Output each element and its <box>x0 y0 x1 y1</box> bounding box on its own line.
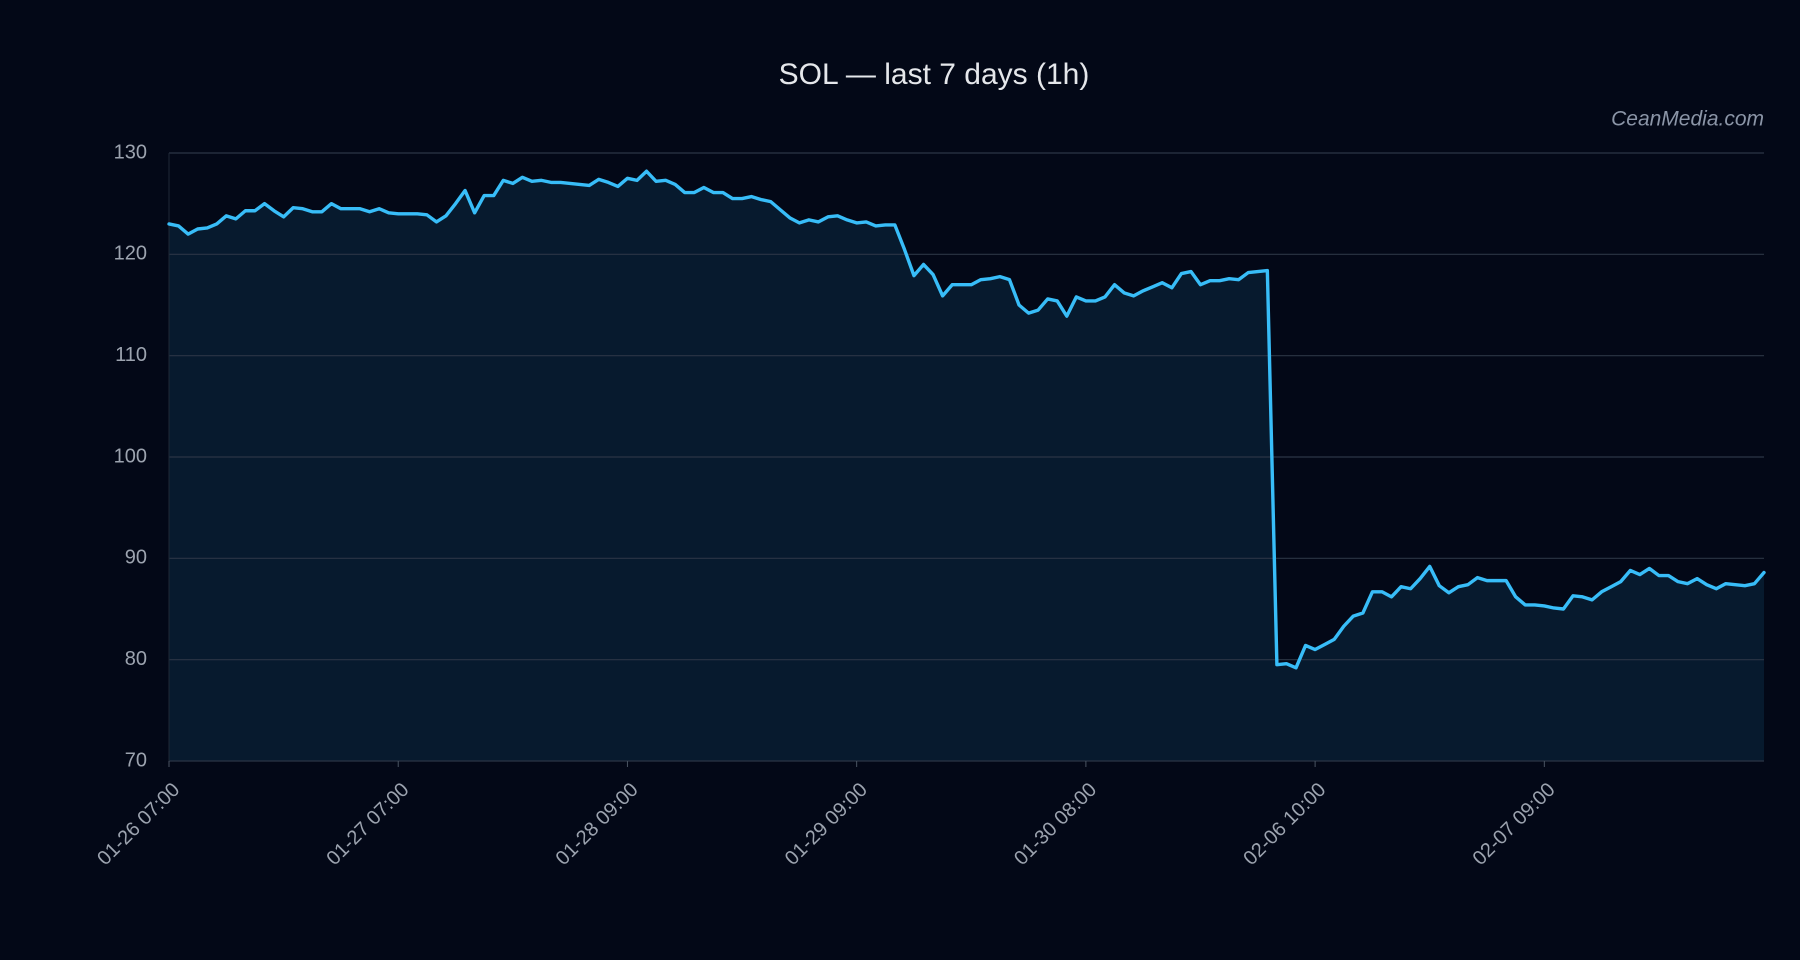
area <box>169 171 1764 762</box>
y-tick-label: 90 <box>125 547 147 569</box>
y-tick-label: 120 <box>114 243 147 265</box>
y-tick-label: 100 <box>114 445 147 467</box>
y-tick-label: 110 <box>115 344 147 366</box>
chart-title: SOL — last 7 days (1h) <box>779 58 1090 91</box>
y-tick-label: 80 <box>125 648 147 670</box>
watermark: CeanMedia.com <box>1611 108 1764 131</box>
y-tick-label: 130 <box>114 141 147 163</box>
price-line <box>167 169 1766 670</box>
y-tick-label: 70 <box>125 749 147 771</box>
